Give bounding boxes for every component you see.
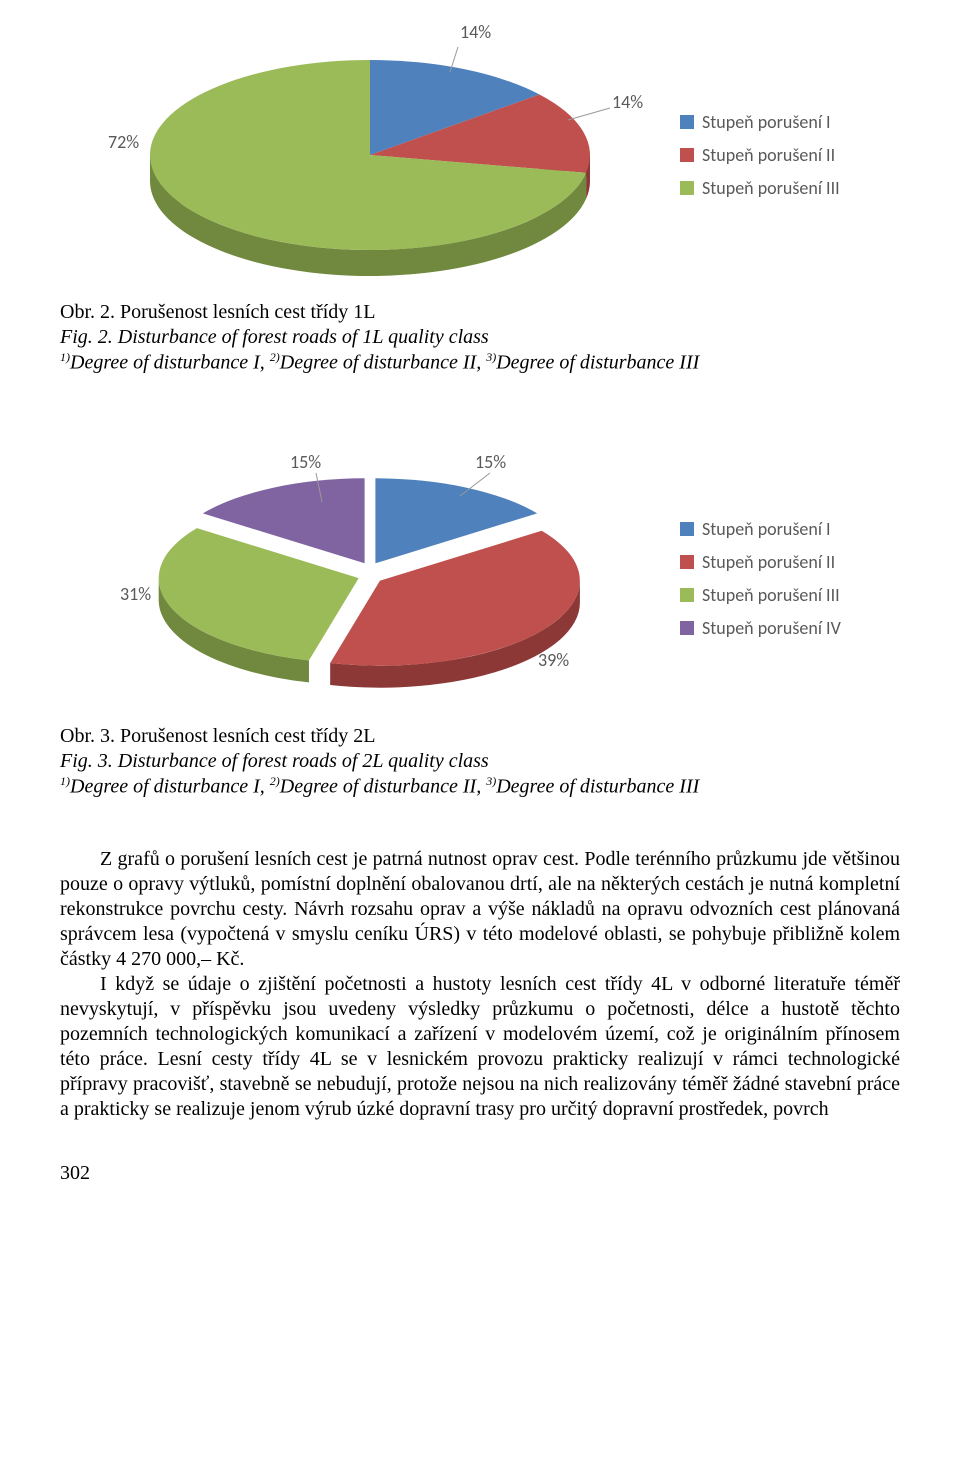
legend-chart1: Stupeň porušení I Stupeň porušení II Stu…	[680, 111, 840, 199]
caption2-sup3: 3)	[486, 774, 496, 788]
slice2-label-red: 39%	[538, 649, 569, 671]
slice2-label-blue: 15%	[475, 451, 506, 473]
caption1-line2: Fig. 2. Disturbance of forest roads of 1…	[60, 326, 489, 348]
caption1-sup1: 1)	[60, 350, 70, 364]
page-number: 302	[60, 1162, 900, 1185]
caption1-deg1: Degree of disturbance I,	[70, 352, 270, 374]
caption1-line1: Obr. 2. Porušenost lesních cest třídy 1L	[60, 301, 376, 323]
legend-chart2: Stupeň porušení I Stupeň porušení II Stu…	[680, 518, 842, 639]
caption2-deg1: Degree of disturbance I,	[70, 775, 270, 797]
slice2-label-green: 31%	[120, 583, 151, 605]
body-paragraphs: Z grafů o porušení lesních cest je patrn…	[60, 847, 900, 1122]
caption1-deg2: Degree of disturbance II,	[280, 352, 486, 374]
pie-chart-2-svg: 15% 39% 31% 15% Stupeň porušení I Stupeň…	[60, 424, 900, 714]
caption-chart2: Obr. 3. Porušenost lesních cest třídy 2L…	[60, 724, 900, 800]
slice2-label-purple: 15%	[290, 451, 321, 473]
caption2-deg2: Degree of disturbance II,	[280, 775, 486, 797]
svg-text:Stupeň porušení II: Stupeň porušení II	[702, 551, 835, 573]
svg-text:Stupeň porušení II: Stupeň porušení II	[702, 144, 835, 166]
pie-chart-2: 15% 39% 31% 15% Stupeň porušení I Stupeň…	[60, 424, 900, 714]
svg-text:Stupeň porušení I: Stupeň porušení I	[702, 111, 831, 133]
svg-text:Stupeň porušení I: Stupeň porušení I	[702, 518, 831, 540]
body-p1: Z grafů o porušení lesních cest je patrn…	[60, 847, 900, 972]
body-p2: I když se údaje o zjištění početnosti a …	[60, 972, 900, 1122]
caption1-sup2: 2)	[270, 350, 280, 364]
slice-label-blue: 14%	[460, 21, 491, 43]
svg-text:Stupeň porušení IV: Stupeň porušení IV	[702, 617, 842, 639]
pie-chart-1-svg: 14% 14% 72% Stupeň porušení I Stupeň por…	[60, 0, 900, 290]
svg-text:Stupeň porušení III: Stupeň porušení III	[702, 177, 840, 199]
caption2-line2: Fig. 3. Disturbance of forest roads of 2…	[60, 750, 489, 772]
svg-text:Stupeň porušení III: Stupeň porušení III	[702, 584, 840, 606]
pie-chart-1: 14% 14% 72% Stupeň porušení I Stupeň por…	[60, 0, 900, 290]
slice-label-green: 72%	[108, 131, 139, 153]
caption2-sup1: 1)	[60, 774, 70, 788]
caption1-deg3: Degree of disturbance III	[496, 352, 699, 374]
caption1-sup3: 3)	[486, 350, 496, 364]
slice-label-red: 14%	[612, 91, 643, 113]
caption2-sup2: 2)	[270, 774, 280, 788]
caption2-line1: Obr. 3. Porušenost lesních cest třídy 2L	[60, 725, 376, 747]
caption2-deg3: Degree of disturbance III	[496, 775, 699, 797]
caption-chart1: Obr. 2. Porušenost lesních cest třídy 1L…	[60, 300, 900, 376]
